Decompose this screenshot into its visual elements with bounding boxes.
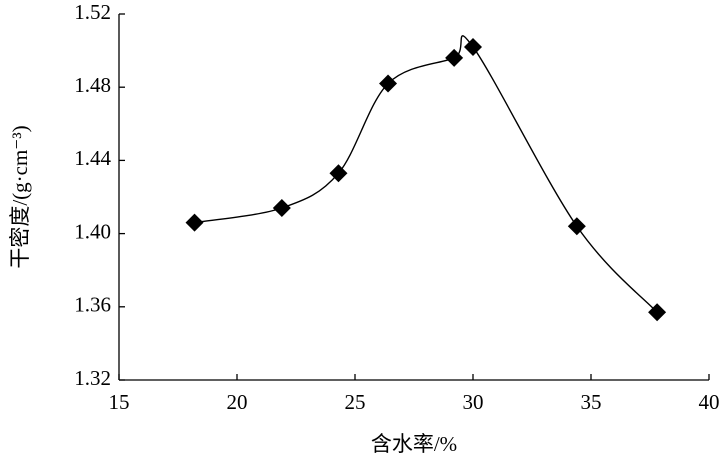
marker <box>379 74 398 93</box>
x-tick-label: 20 <box>227 390 248 414</box>
line <box>194 35 658 313</box>
y-tick-label: 1.36 <box>74 293 111 317</box>
marker <box>272 198 291 217</box>
y-tick-label: 1.40 <box>74 219 111 243</box>
x-tick-label: 15 <box>109 390 130 414</box>
x-tick-label: 30 <box>463 390 484 414</box>
y-tick-label: 1.52 <box>74 0 111 24</box>
y-tick-label: 1.48 <box>74 73 111 97</box>
marker <box>185 213 204 232</box>
x-tick-label: 40 <box>699 390 720 414</box>
x-tick-label: 35 <box>581 390 602 414</box>
marker <box>464 37 482 56</box>
y-tick-label: 1.44 <box>74 146 111 170</box>
y-axis-label: 干密度/(g·cm⁻³) <box>8 125 32 268</box>
marker <box>567 217 586 236</box>
y-tick-label: 1.32 <box>74 366 111 390</box>
marker <box>329 164 348 183</box>
marker <box>648 303 667 322</box>
x-tick-label: 25 <box>345 390 366 414</box>
marker <box>445 48 464 67</box>
x-axis-label: 含水率/% <box>371 432 457 456</box>
